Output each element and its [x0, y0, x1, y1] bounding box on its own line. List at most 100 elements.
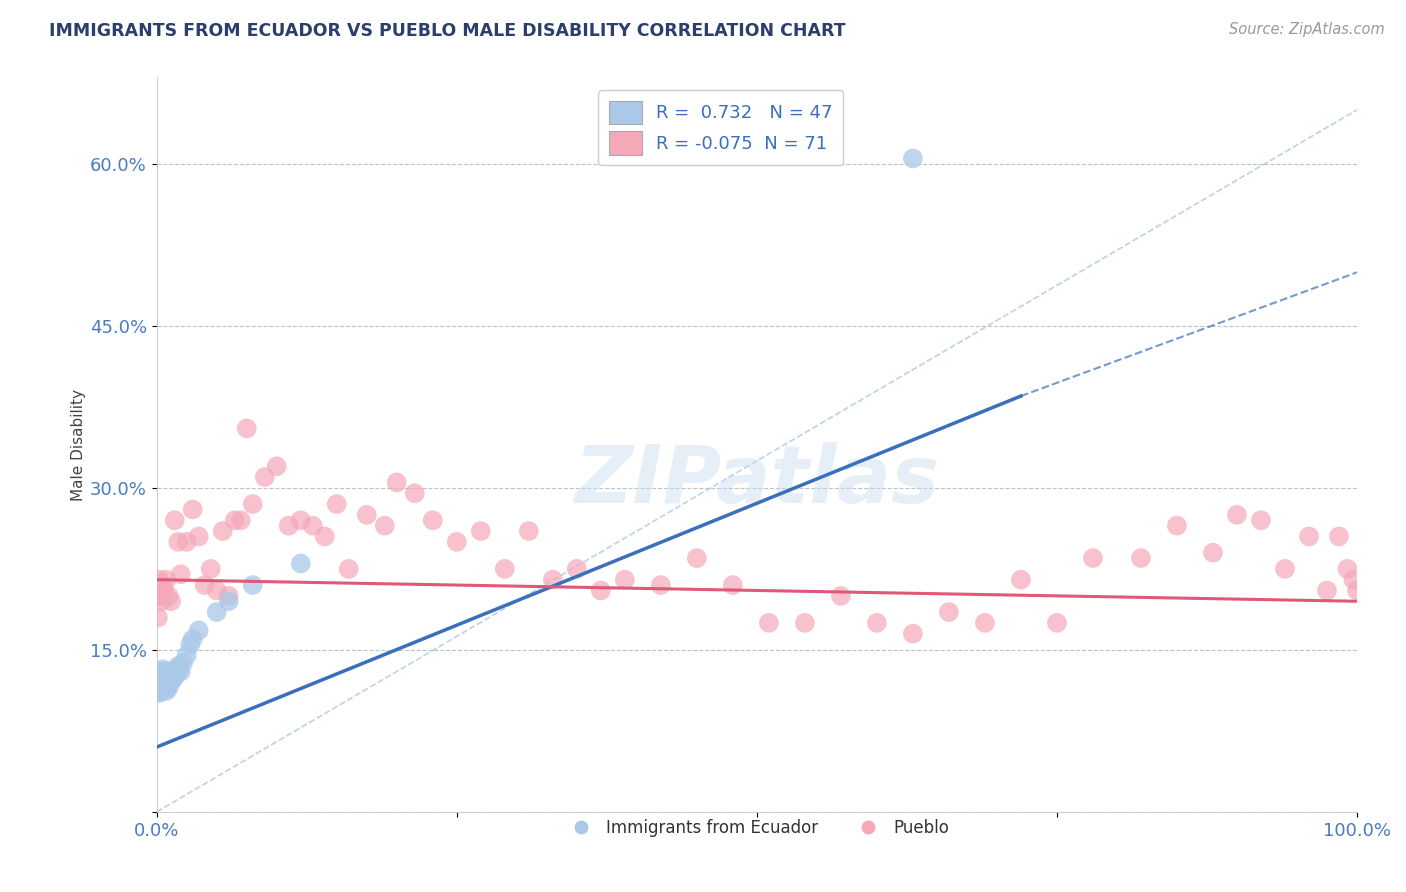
Point	[167, 534, 190, 549]
Point	[149, 666, 172, 681]
Point	[156, 670, 179, 684]
Point	[167, 659, 190, 673]
Point	[290, 557, 312, 571]
Point	[721, 578, 744, 592]
Point	[1202, 546, 1225, 560]
Point	[149, 675, 172, 690]
Point	[155, 684, 177, 698]
Point	[194, 578, 217, 592]
Point	[1226, 508, 1249, 522]
Point	[166, 666, 188, 681]
Point	[200, 562, 222, 576]
Point	[160, 594, 183, 608]
Point	[181, 632, 204, 646]
Point	[650, 578, 672, 592]
Point	[162, 673, 184, 687]
Point	[866, 615, 889, 630]
Point	[1336, 562, 1358, 576]
Point	[146, 675, 169, 690]
Point	[152, 670, 174, 684]
Point	[152, 662, 174, 676]
Point	[314, 529, 336, 543]
Point	[446, 534, 468, 549]
Point	[1010, 573, 1032, 587]
Point	[224, 513, 246, 527]
Point	[176, 648, 198, 663]
Point	[404, 486, 426, 500]
Point	[1343, 573, 1365, 587]
Point	[686, 551, 709, 566]
Point	[517, 524, 540, 538]
Point	[153, 681, 176, 695]
Point	[160, 666, 183, 681]
Point	[157, 665, 180, 679]
Point	[494, 562, 516, 576]
Point	[148, 670, 170, 684]
Point	[830, 589, 852, 603]
Point	[153, 677, 176, 691]
Point	[187, 624, 209, 638]
Point	[170, 567, 193, 582]
Point	[146, 610, 169, 624]
Point	[155, 666, 177, 681]
Point	[253, 470, 276, 484]
Point	[218, 594, 240, 608]
Point	[150, 681, 173, 695]
Point	[218, 589, 240, 603]
Point	[157, 589, 180, 603]
Point	[153, 675, 176, 690]
Point	[153, 670, 176, 684]
Text: IMMIGRANTS FROM ECUADOR VS PUEBLO MALE DISABILITY CORRELATION CHART: IMMIGRANTS FROM ECUADOR VS PUEBLO MALE D…	[49, 22, 846, 40]
Point	[1046, 615, 1069, 630]
Point	[152, 578, 174, 592]
Legend: Immigrants from Ecuador, Pueblo: Immigrants from Ecuador, Pueblo	[558, 813, 956, 844]
Point	[385, 475, 408, 490]
Point	[163, 670, 186, 684]
Point	[149, 684, 172, 698]
Point	[150, 673, 173, 687]
Point	[1316, 583, 1339, 598]
Point	[153, 666, 176, 681]
Point	[938, 605, 960, 619]
Point	[205, 605, 228, 619]
Point	[172, 656, 194, 670]
Point	[152, 677, 174, 691]
Point	[1250, 513, 1272, 527]
Point	[163, 513, 186, 527]
Point	[150, 594, 173, 608]
Text: Source: ZipAtlas.com: Source: ZipAtlas.com	[1229, 22, 1385, 37]
Point	[162, 665, 184, 679]
Point	[290, 513, 312, 527]
Point	[1081, 551, 1104, 566]
Point	[153, 583, 176, 598]
Point	[266, 459, 288, 474]
Point	[205, 583, 228, 598]
Point	[374, 518, 396, 533]
Point	[1327, 529, 1350, 543]
Point	[1298, 529, 1320, 543]
Point	[157, 681, 180, 695]
Point	[565, 562, 588, 576]
Point	[235, 421, 257, 435]
Point	[422, 513, 444, 527]
Point	[159, 675, 181, 690]
Point	[179, 637, 201, 651]
Point	[155, 675, 177, 690]
Point	[181, 502, 204, 516]
Point	[211, 524, 233, 538]
Point	[1166, 518, 1188, 533]
Point	[146, 681, 169, 695]
Point	[589, 583, 612, 598]
Point	[901, 152, 924, 166]
Point	[758, 615, 780, 630]
Point	[176, 534, 198, 549]
Point	[277, 518, 299, 533]
Point	[793, 615, 815, 630]
Point	[242, 578, 264, 592]
Point	[155, 573, 177, 587]
Point	[146, 589, 169, 603]
Y-axis label: Male Disability: Male Disability	[72, 389, 86, 500]
Point	[187, 529, 209, 543]
Point	[1274, 562, 1296, 576]
Point	[242, 497, 264, 511]
